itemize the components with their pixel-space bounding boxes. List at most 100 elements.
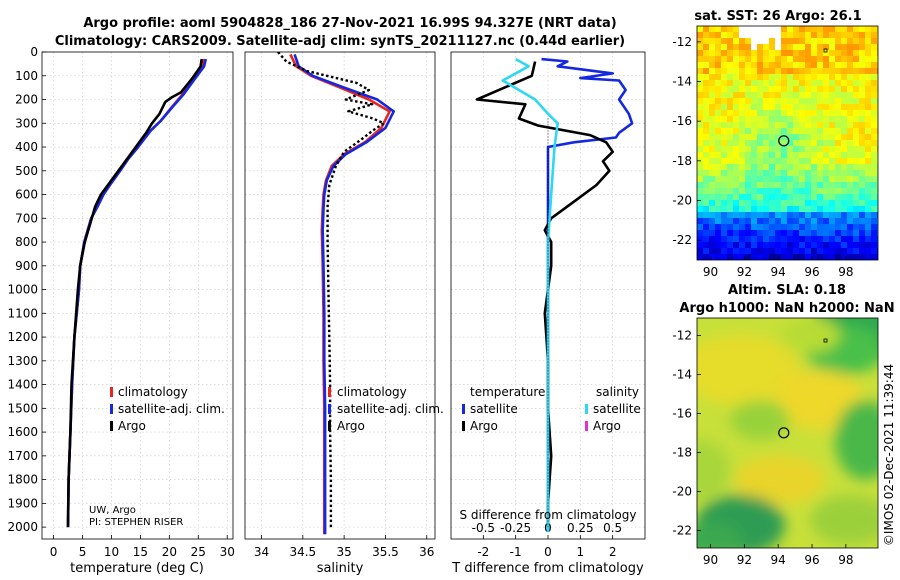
sst-pixel [697, 110, 704, 117]
sst-pixel [769, 182, 776, 189]
sst-pixel [823, 248, 830, 255]
sst-pixel [805, 146, 812, 153]
sst-pixel [739, 110, 746, 117]
sst-pixel [787, 128, 794, 135]
sst-pixel [799, 86, 806, 93]
sst-pixel [745, 212, 752, 219]
sst-pixel [847, 212, 854, 219]
sst-pixel [847, 164, 854, 171]
sst-pixel [811, 188, 818, 195]
sst-pixel [799, 224, 806, 231]
sst-pixel [823, 92, 830, 99]
sst-pixel [805, 26, 812, 33]
sst-pixel [745, 170, 752, 177]
sst-pixel [805, 182, 812, 189]
sst-pixel [787, 230, 794, 237]
sst-pixel [709, 50, 716, 57]
sst-pixel [871, 206, 878, 213]
sst-pixel [775, 236, 782, 243]
sst-pixel [709, 68, 716, 75]
sst-pixel [793, 170, 800, 177]
sst-pixel [811, 212, 818, 219]
sst-pixel [733, 212, 740, 219]
sst-pixel [709, 38, 716, 45]
sst-pixel [841, 128, 848, 135]
sst-pixel [817, 254, 824, 260]
sst-pixel [745, 176, 752, 183]
sst-pixel [703, 182, 710, 189]
sst-pixel [829, 206, 836, 213]
sst-pixel [745, 146, 752, 153]
sst-pixel [757, 44, 764, 51]
sst-pixel [709, 152, 716, 159]
sst-pixel [745, 56, 752, 63]
sst-pixel [811, 128, 818, 135]
sst-pixel [811, 152, 818, 159]
sst-pixel [697, 164, 704, 171]
sst-pixel [757, 206, 764, 213]
sst-pixel [865, 98, 872, 105]
sst-pixel [751, 200, 758, 207]
sst-pixel [787, 116, 794, 123]
sst-pixel [703, 62, 710, 69]
sst-pixel [751, 230, 758, 237]
sst-pixel [817, 128, 824, 135]
sst-pixel [835, 68, 842, 75]
sst-pixel [757, 62, 764, 69]
sst-pixel [751, 68, 758, 75]
sst-pixel [739, 116, 746, 123]
sst-pixel [751, 134, 758, 141]
sst-pixel [853, 212, 860, 219]
sst-pixel [853, 254, 860, 260]
sst-pixel [727, 200, 734, 207]
sst-pixel [877, 26, 878, 33]
y-tick-label: 100 [15, 69, 38, 83]
sst-pixel [847, 104, 854, 111]
sst-pixel [775, 104, 782, 111]
sst-pixel [751, 110, 758, 117]
sst-pixel [865, 68, 872, 75]
salinity-panel: 34 34.5 35 35.5 36 salinity climatology sate… [244, 51, 444, 576]
sst-pixel [871, 242, 878, 249]
sst-pixel [775, 74, 782, 81]
sst-pixel [811, 32, 818, 39]
sst-pixel [871, 188, 878, 195]
sst-pixel [781, 110, 788, 117]
sst-pixel [763, 242, 770, 249]
sst-pixel [841, 236, 848, 243]
sst-pixel [847, 128, 854, 135]
sst-pixel [751, 56, 758, 63]
x-tick-label: 35.5 [372, 545, 399, 559]
sst-pixel [739, 74, 746, 81]
sst-pixel [817, 194, 824, 201]
sst-pixel [739, 62, 746, 69]
sst-pixel [805, 248, 812, 255]
sst-pixel [721, 32, 728, 39]
sst-pixel [721, 158, 728, 165]
sst-pixel [745, 218, 752, 225]
sst-pixel [793, 254, 800, 260]
map-x-tick-label: 92 [737, 553, 752, 567]
sst-pixel [805, 74, 812, 81]
sst-pixel [727, 32, 734, 39]
sst-pixel [805, 56, 812, 63]
sst-pixel [697, 206, 704, 213]
sst-pixel [763, 236, 770, 243]
sst-pixel [751, 206, 758, 213]
sst-pixel [733, 170, 740, 177]
sst-pixel [793, 26, 800, 33]
sst-pixel [865, 116, 872, 123]
sst-pixel [793, 98, 800, 105]
sst-pixel [781, 80, 788, 87]
sst-pixel [751, 218, 758, 225]
sst-pixel [769, 206, 776, 213]
sst-pixel [709, 170, 716, 177]
sst-pixel [721, 182, 728, 189]
sst-pixel [811, 224, 818, 231]
sst-pixel [733, 152, 740, 159]
sst-pixel [877, 74, 878, 81]
sst-pixel [715, 110, 722, 117]
sst-pixel [769, 158, 776, 165]
sst-pixel [745, 98, 752, 105]
sst-pixel [853, 230, 860, 237]
